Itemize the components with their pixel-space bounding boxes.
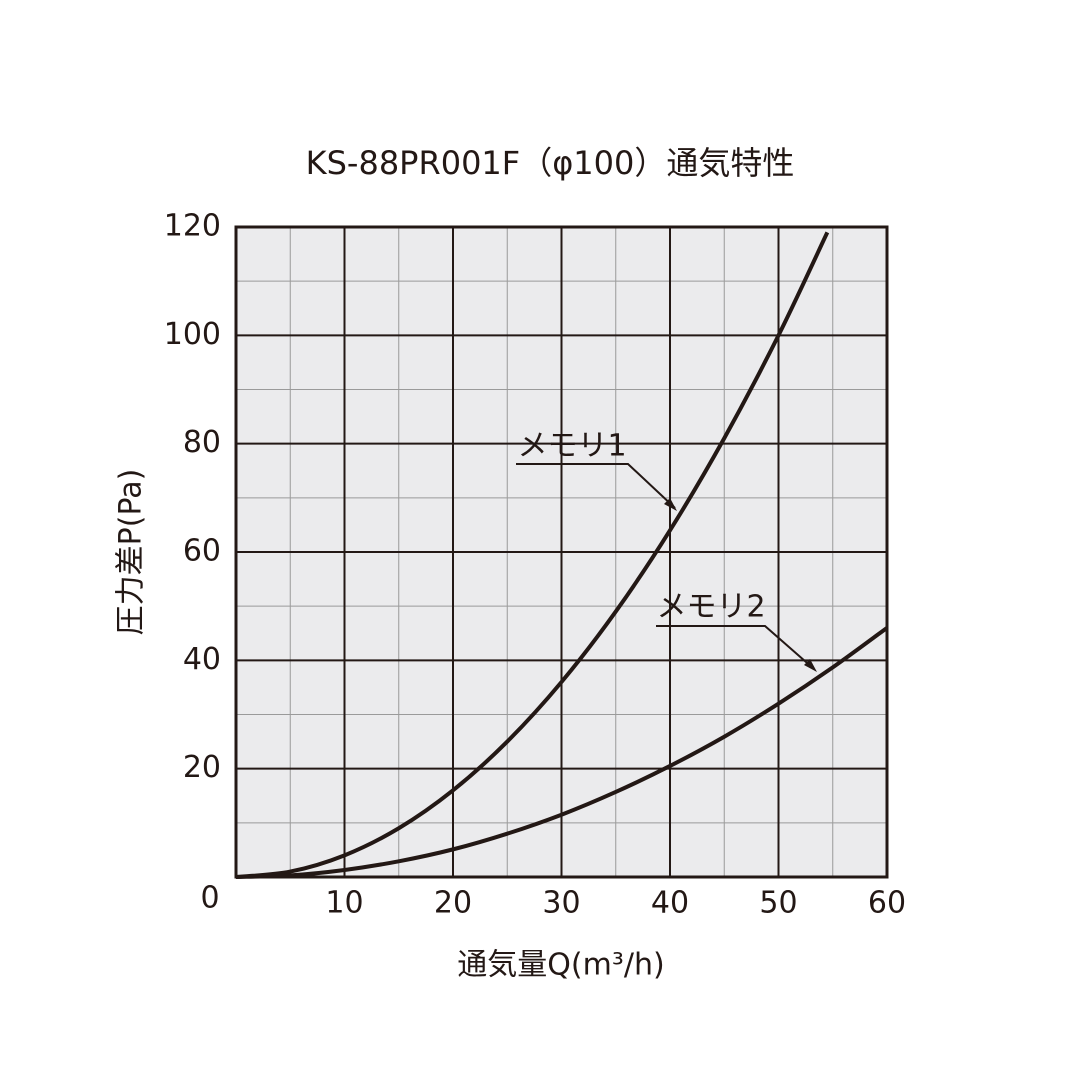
series-label: メモリ1 xyxy=(517,429,626,464)
series-line xyxy=(235,231,830,879)
leader-line xyxy=(656,625,815,670)
x-tick-label: 40 xyxy=(651,886,689,921)
series-label: メモリ2 xyxy=(656,590,765,625)
arrow-head xyxy=(804,659,817,672)
leader-line xyxy=(516,463,676,509)
x-tick-label: 20 xyxy=(434,886,472,921)
x-axis-label: 通気量Q(m³/h) xyxy=(457,948,664,983)
x-tick-label: 60 xyxy=(868,886,906,921)
y-tick-label: 120 xyxy=(164,209,221,244)
x-tick-label: 10 xyxy=(325,886,363,921)
y-tick-label: 100 xyxy=(164,317,221,352)
y-tick-label: 80 xyxy=(183,425,221,460)
y-tick-label: 40 xyxy=(183,642,221,677)
y-tick-label: 20 xyxy=(183,750,221,785)
y-axis-label: 圧力差P(Pa) xyxy=(114,469,149,636)
x-tick-label: 30 xyxy=(542,886,580,921)
x-tick-label: 50 xyxy=(759,886,797,921)
y-tick-label: 60 xyxy=(183,534,221,569)
series-line xyxy=(235,626,889,879)
arrow-head xyxy=(664,498,677,511)
plot-frame xyxy=(234,225,889,879)
origin-tick-label: 0 xyxy=(200,881,219,916)
lines xyxy=(235,231,889,879)
chart-title: KS-88PR001F（φ100）通気特性 xyxy=(306,144,795,182)
